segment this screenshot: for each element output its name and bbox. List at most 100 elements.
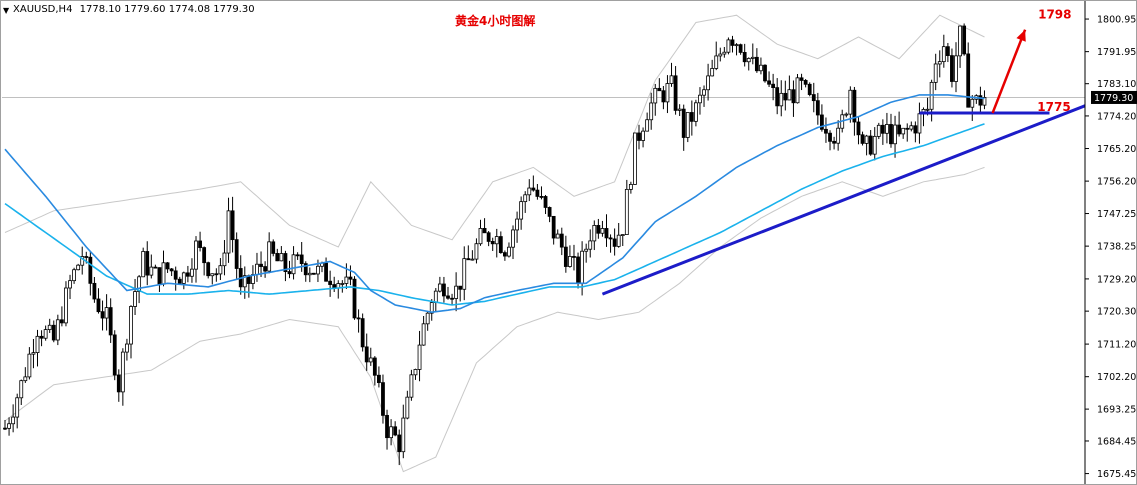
candle-body <box>511 229 515 248</box>
target-label: 1798 <box>1038 8 1071 22</box>
candle-body <box>405 396 410 419</box>
candle-body <box>848 89 853 115</box>
candle-body <box>360 318 365 348</box>
candle-body <box>470 258 475 261</box>
candle-body <box>649 102 654 121</box>
candle-body <box>698 94 702 104</box>
candle-body <box>978 95 983 106</box>
candle-body <box>291 254 296 275</box>
candle-body <box>742 52 747 63</box>
candle-body <box>55 319 60 341</box>
price-tick-label: 1774.20 <box>1097 111 1136 122</box>
candle-body <box>84 256 89 258</box>
candle-body <box>645 119 650 132</box>
candle-body <box>129 306 133 345</box>
candles <box>3 23 987 466</box>
candle-body <box>190 268 194 277</box>
candle-body <box>710 68 715 77</box>
candle-body <box>535 189 540 197</box>
trendlines <box>601 100 1095 296</box>
candle-body <box>59 319 64 324</box>
candle-body <box>206 262 211 277</box>
candle-body <box>478 228 483 245</box>
candle-body <box>852 89 857 123</box>
candle-body <box>893 124 897 145</box>
candle-body <box>442 283 446 297</box>
candle-body <box>836 127 841 144</box>
candle-body <box>348 276 353 280</box>
candle-body <box>23 376 28 382</box>
bollinger-upper <box>4 14 985 248</box>
candle-body <box>754 56 759 72</box>
candle-body <box>194 240 198 270</box>
candle-body <box>275 253 280 262</box>
candle-body <box>889 124 893 145</box>
candle-body <box>909 125 914 130</box>
candle-body <box>498 236 503 254</box>
candle-body <box>844 113 849 116</box>
price-tick-label: 1711.20 <box>1097 340 1136 351</box>
chart-header: ▼ XAUUSD,H4 1778.10 1779.60 1774.08 1779… <box>3 4 255 15</box>
candle-body <box>584 248 589 252</box>
moving-averages <box>4 94 985 314</box>
candle-body <box>706 75 710 91</box>
candle-body <box>255 263 259 276</box>
candle-body <box>515 218 519 231</box>
candle-body <box>417 344 422 370</box>
candle-body <box>35 335 40 354</box>
candle-body <box>860 134 865 144</box>
candle-body <box>568 256 572 267</box>
candle-body <box>677 108 682 111</box>
target-arrowhead-icon <box>1016 29 1026 42</box>
candle-body <box>462 258 467 290</box>
candle-body <box>153 266 158 269</box>
candle-body <box>364 346 369 363</box>
candle-body <box>181 272 186 284</box>
candle-body <box>824 128 828 134</box>
candle-body <box>576 256 580 284</box>
candle-body <box>689 112 694 122</box>
candle-body <box>92 282 97 300</box>
candle-body <box>519 201 524 220</box>
candle-body <box>588 240 593 250</box>
candle-body <box>531 187 536 191</box>
price-tick-label: 1720.30 <box>1097 307 1136 318</box>
candle-body <box>454 285 459 299</box>
candle-body <box>72 269 76 282</box>
candle-body <box>145 251 150 276</box>
current-price-tag <box>1091 90 1137 104</box>
candle-body <box>133 291 137 307</box>
candle-body <box>185 272 190 277</box>
candle-body <box>137 276 142 293</box>
candle-body <box>929 81 934 110</box>
candle-body <box>64 287 68 324</box>
candle-body <box>328 280 333 285</box>
candle-body <box>856 121 861 136</box>
price-tick-label: 1738.25 <box>1097 242 1136 253</box>
candle-body <box>811 94 816 102</box>
candle-body <box>779 92 784 107</box>
candle-body <box>970 98 975 108</box>
candle-body <box>116 374 121 393</box>
candle-body <box>316 265 320 275</box>
candle-body <box>393 426 398 436</box>
candle-body <box>962 25 967 55</box>
candle-body <box>125 343 129 353</box>
candle-body <box>226 210 231 254</box>
candle-body <box>950 55 954 82</box>
candle-body <box>27 353 32 378</box>
candle-body <box>828 132 832 142</box>
candle-body <box>397 434 402 453</box>
candle-body <box>47 324 52 330</box>
collapse-triangle-icon[interactable]: ▼ <box>3 6 10 15</box>
target-arrow-shaft <box>991 29 1027 114</box>
candle-body <box>616 234 621 247</box>
candle-body <box>356 317 361 320</box>
candle-body <box>157 267 162 285</box>
candle-body <box>437 283 442 292</box>
candle-body <box>694 102 698 122</box>
candle-body <box>433 290 438 303</box>
candle-body <box>413 369 418 376</box>
candle-body <box>897 124 902 135</box>
